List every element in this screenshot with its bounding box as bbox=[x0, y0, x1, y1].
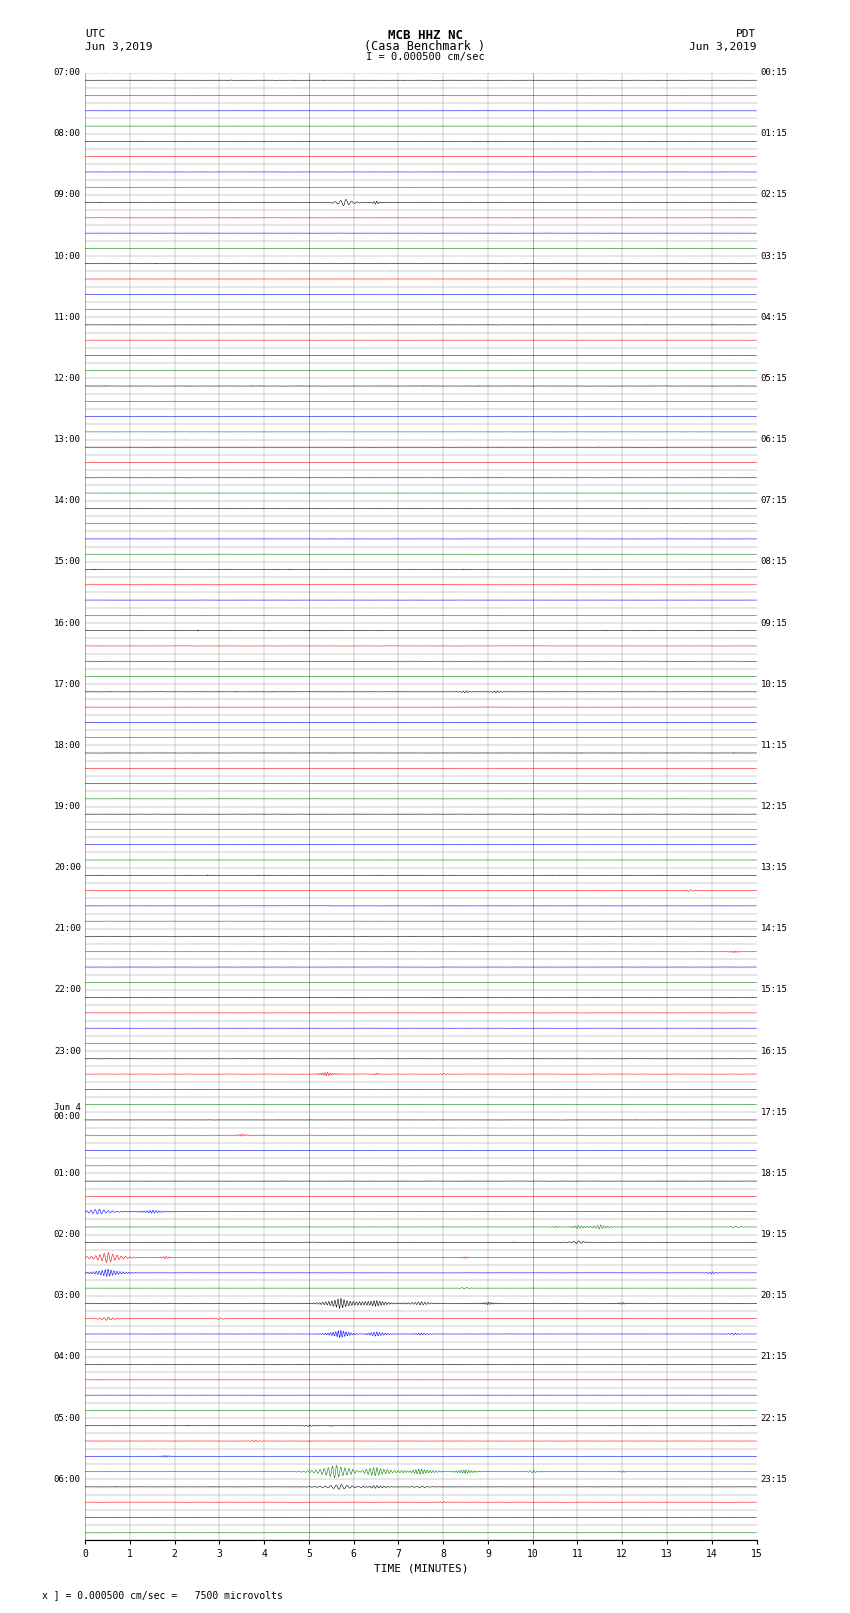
Text: x ] = 0.000500 cm/sec =   7500 microvolts: x ] = 0.000500 cm/sec = 7500 microvolts bbox=[42, 1590, 283, 1600]
Text: 04:00: 04:00 bbox=[54, 1352, 81, 1361]
Text: 02:15: 02:15 bbox=[761, 190, 788, 200]
Text: 08:00: 08:00 bbox=[54, 129, 81, 139]
Text: 12:15: 12:15 bbox=[761, 802, 788, 811]
Text: 03:15: 03:15 bbox=[761, 252, 788, 261]
Text: 19:15: 19:15 bbox=[761, 1231, 788, 1239]
Text: PDT: PDT bbox=[736, 29, 756, 39]
Text: 10:15: 10:15 bbox=[761, 679, 788, 689]
Text: 02:00: 02:00 bbox=[54, 1231, 81, 1239]
Text: 11:15: 11:15 bbox=[761, 740, 788, 750]
Text: 17:15: 17:15 bbox=[761, 1108, 788, 1116]
Text: 01:00: 01:00 bbox=[54, 1169, 81, 1177]
Text: 23:15: 23:15 bbox=[761, 1474, 788, 1484]
Text: 10:00: 10:00 bbox=[54, 252, 81, 261]
X-axis label: TIME (MINUTES): TIME (MINUTES) bbox=[373, 1563, 468, 1574]
Text: 01:15: 01:15 bbox=[761, 129, 788, 139]
Text: 23:00: 23:00 bbox=[54, 1047, 81, 1055]
Text: 14:15: 14:15 bbox=[761, 924, 788, 934]
Text: 12:00: 12:00 bbox=[54, 374, 81, 382]
Text: 19:00: 19:00 bbox=[54, 802, 81, 811]
Text: 13:15: 13:15 bbox=[761, 863, 788, 873]
Text: Jun 3,2019: Jun 3,2019 bbox=[85, 42, 152, 52]
Text: 18:00: 18:00 bbox=[54, 740, 81, 750]
Text: 00:00: 00:00 bbox=[54, 1113, 81, 1121]
Text: 14:00: 14:00 bbox=[54, 497, 81, 505]
Text: 09:00: 09:00 bbox=[54, 190, 81, 200]
Text: 06:15: 06:15 bbox=[761, 436, 788, 444]
Text: 04:15: 04:15 bbox=[761, 313, 788, 321]
Text: MCB HHZ NC: MCB HHZ NC bbox=[388, 29, 462, 42]
Text: Jun 4: Jun 4 bbox=[54, 1103, 81, 1113]
Text: 16:00: 16:00 bbox=[54, 618, 81, 627]
Text: 22:15: 22:15 bbox=[761, 1413, 788, 1423]
Text: I = 0.000500 cm/sec: I = 0.000500 cm/sec bbox=[366, 52, 484, 61]
Text: 05:00: 05:00 bbox=[54, 1413, 81, 1423]
Text: 21:15: 21:15 bbox=[761, 1352, 788, 1361]
Text: 07:00: 07:00 bbox=[54, 68, 81, 77]
Text: 00:15: 00:15 bbox=[761, 68, 788, 77]
Text: 09:15: 09:15 bbox=[761, 618, 788, 627]
Text: 08:15: 08:15 bbox=[761, 558, 788, 566]
Text: 11:00: 11:00 bbox=[54, 313, 81, 321]
Text: 07:15: 07:15 bbox=[761, 497, 788, 505]
Text: 15:00: 15:00 bbox=[54, 558, 81, 566]
Text: 05:15: 05:15 bbox=[761, 374, 788, 382]
Text: 20:00: 20:00 bbox=[54, 863, 81, 873]
Text: 20:15: 20:15 bbox=[761, 1292, 788, 1300]
Text: 22:00: 22:00 bbox=[54, 986, 81, 995]
Text: (Casa Benchmark ): (Casa Benchmark ) bbox=[365, 40, 485, 53]
Text: 17:00: 17:00 bbox=[54, 679, 81, 689]
Text: UTC: UTC bbox=[85, 29, 105, 39]
Text: 16:15: 16:15 bbox=[761, 1047, 788, 1055]
Text: 13:00: 13:00 bbox=[54, 436, 81, 444]
Text: 15:15: 15:15 bbox=[761, 986, 788, 995]
Text: 21:00: 21:00 bbox=[54, 924, 81, 934]
Text: 18:15: 18:15 bbox=[761, 1169, 788, 1177]
Text: Jun 3,2019: Jun 3,2019 bbox=[689, 42, 756, 52]
Text: 03:00: 03:00 bbox=[54, 1292, 81, 1300]
Text: 06:00: 06:00 bbox=[54, 1474, 81, 1484]
